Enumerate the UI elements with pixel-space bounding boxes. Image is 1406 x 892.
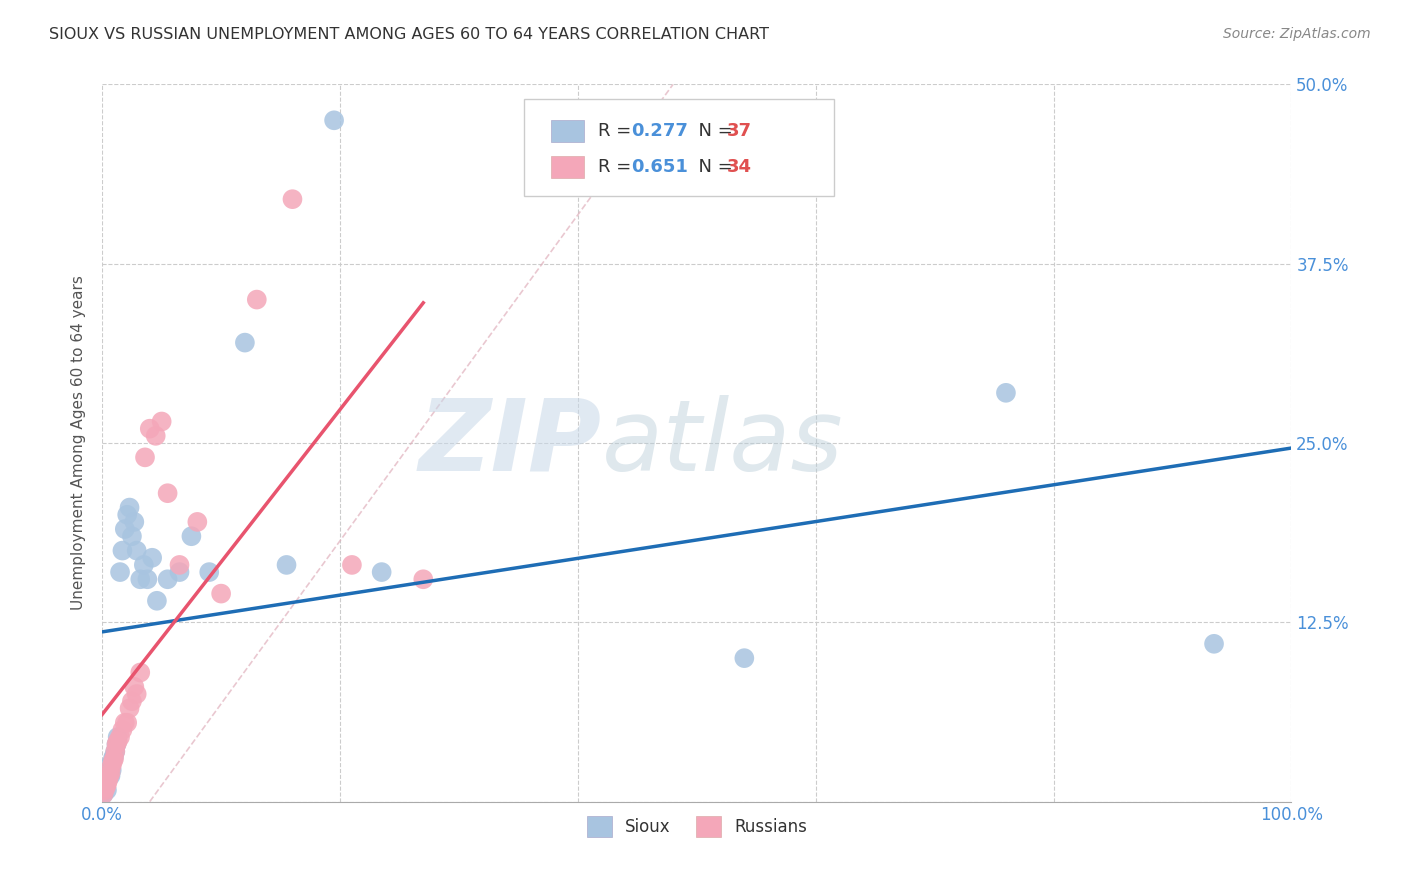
Point bbox=[103, 751, 125, 765]
Y-axis label: Unemployment Among Ages 60 to 64 years: Unemployment Among Ages 60 to 64 years bbox=[72, 276, 86, 610]
Point bbox=[104, 744, 127, 758]
Point bbox=[96, 777, 118, 791]
Point bbox=[111, 723, 134, 737]
Point bbox=[100, 769, 122, 783]
Point bbox=[412, 572, 434, 586]
Point bbox=[156, 486, 179, 500]
Point bbox=[129, 572, 152, 586]
Point bbox=[111, 543, 134, 558]
Text: 0.651: 0.651 bbox=[631, 158, 689, 176]
Point bbox=[150, 415, 173, 429]
Point bbox=[103, 748, 125, 763]
Point bbox=[125, 687, 148, 701]
Point bbox=[97, 773, 120, 788]
Point bbox=[114, 522, 136, 536]
Text: Source: ZipAtlas.com: Source: ZipAtlas.com bbox=[1223, 27, 1371, 41]
Point bbox=[118, 701, 141, 715]
Point bbox=[101, 751, 124, 765]
Point bbox=[125, 543, 148, 558]
Point bbox=[340, 558, 363, 572]
Point bbox=[146, 594, 169, 608]
Point bbox=[1202, 637, 1225, 651]
Point bbox=[209, 586, 232, 600]
Point bbox=[104, 744, 127, 758]
Point bbox=[276, 558, 298, 572]
Point bbox=[93, 783, 115, 797]
Legend: Sioux, Russians: Sioux, Russians bbox=[581, 810, 814, 844]
Point bbox=[108, 730, 131, 744]
Text: SIOUX VS RUSSIAN UNEMPLOYMENT AMONG AGES 60 TO 64 YEARS CORRELATION CHART: SIOUX VS RUSSIAN UNEMPLOYMENT AMONG AGES… bbox=[49, 27, 769, 42]
Point bbox=[107, 734, 129, 748]
Point bbox=[94, 780, 117, 795]
Text: 34: 34 bbox=[727, 158, 751, 176]
Point bbox=[121, 694, 143, 708]
Point bbox=[94, 773, 117, 788]
Point bbox=[370, 565, 392, 579]
Point bbox=[98, 769, 121, 783]
Point bbox=[134, 450, 156, 465]
Text: N =: N = bbox=[688, 158, 738, 176]
Point bbox=[98, 758, 121, 772]
Point bbox=[180, 529, 202, 543]
FancyBboxPatch shape bbox=[551, 156, 583, 178]
Text: R =: R = bbox=[598, 122, 637, 140]
Point bbox=[169, 565, 191, 579]
Point bbox=[323, 113, 346, 128]
Point bbox=[198, 565, 221, 579]
Point bbox=[124, 515, 146, 529]
Point bbox=[93, 788, 115, 802]
Point bbox=[139, 422, 162, 436]
Point bbox=[115, 508, 138, 522]
Point bbox=[141, 550, 163, 565]
Point bbox=[105, 737, 128, 751]
Point bbox=[118, 500, 141, 515]
Point bbox=[97, 765, 120, 780]
Point bbox=[108, 565, 131, 579]
Text: R =: R = bbox=[598, 158, 637, 176]
Text: 0.277: 0.277 bbox=[631, 122, 689, 140]
Point bbox=[121, 529, 143, 543]
Text: atlas: atlas bbox=[602, 394, 844, 491]
Point bbox=[186, 515, 208, 529]
Point bbox=[96, 783, 118, 797]
Point bbox=[156, 572, 179, 586]
Point bbox=[994, 385, 1017, 400]
Point bbox=[114, 715, 136, 730]
Point bbox=[246, 293, 269, 307]
Point bbox=[93, 788, 115, 802]
Point bbox=[115, 715, 138, 730]
Point bbox=[132, 558, 155, 572]
Point bbox=[145, 429, 167, 443]
Point bbox=[105, 737, 128, 751]
Point bbox=[93, 780, 115, 795]
Point bbox=[107, 730, 129, 744]
Point bbox=[281, 192, 304, 206]
Text: ZIP: ZIP bbox=[419, 394, 602, 491]
Point bbox=[100, 758, 122, 772]
Point bbox=[100, 763, 122, 777]
FancyBboxPatch shape bbox=[551, 120, 583, 142]
Point bbox=[169, 558, 191, 572]
Point bbox=[100, 765, 122, 780]
Point bbox=[233, 335, 256, 350]
Point bbox=[733, 651, 755, 665]
Point bbox=[136, 572, 159, 586]
Text: 37: 37 bbox=[727, 122, 751, 140]
Text: N =: N = bbox=[688, 122, 738, 140]
Point bbox=[124, 680, 146, 694]
Point bbox=[101, 755, 124, 769]
Point bbox=[129, 665, 152, 680]
FancyBboxPatch shape bbox=[524, 99, 834, 195]
